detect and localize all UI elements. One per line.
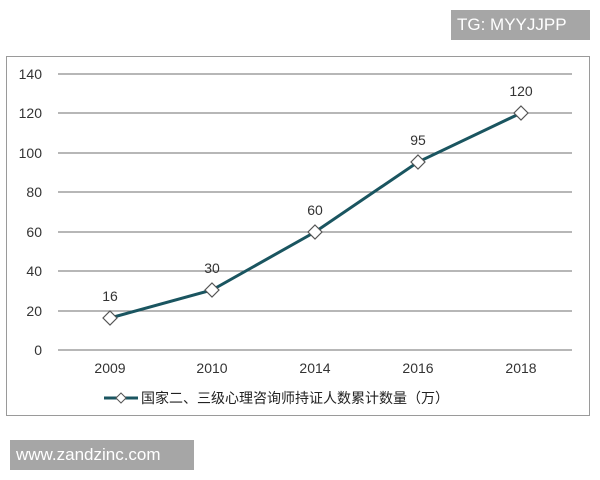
y-tick: 100 xyxy=(19,145,43,161)
y-axis-labels: 0 20 40 60 80 100 120 140 xyxy=(19,66,43,358)
x-tick: 2018 xyxy=(505,360,536,376)
y-tick: 60 xyxy=(26,224,42,240)
x-axis-labels: 2009 2010 2014 2016 2018 xyxy=(94,360,536,376)
diamond-marker-icon xyxy=(513,105,529,121)
diamond-marker-icon xyxy=(102,310,118,326)
y-tick: 140 xyxy=(19,66,43,82)
x-tick: 2016 xyxy=(402,360,433,376)
legend-diamond-icon xyxy=(115,392,127,404)
watermark-bottom: www.zandzinc.com xyxy=(10,440,194,470)
data-label: 60 xyxy=(307,202,323,218)
y-tick: 80 xyxy=(26,184,42,200)
diamond-marker-icon xyxy=(307,224,323,240)
legend-label: 国家二、三级心理咨询师持证人数累计数量（万） xyxy=(141,390,449,407)
data-label: 30 xyxy=(204,260,220,276)
x-tick: 2010 xyxy=(196,360,227,376)
series-markers xyxy=(102,105,529,326)
watermark-top: TG: MYYJJPP xyxy=(451,10,590,40)
data-labels: 16 30 60 95 120 xyxy=(102,83,533,304)
chart-frame xyxy=(6,56,590,416)
y-tick: 20 xyxy=(26,303,42,319)
y-tick: 0 xyxy=(34,342,42,358)
data-label: 120 xyxy=(509,83,533,99)
data-label: 16 xyxy=(102,288,118,304)
gridlines xyxy=(58,73,572,351)
legend: 国家二、三级心理咨询师持证人数累计数量（万） xyxy=(104,390,449,407)
x-tick: 2009 xyxy=(94,360,125,376)
y-tick: 40 xyxy=(26,263,42,279)
diamond-marker-icon xyxy=(410,154,426,170)
diamond-marker-icon xyxy=(204,282,220,298)
y-tick: 120 xyxy=(19,105,43,121)
data-label: 95 xyxy=(410,132,426,148)
x-tick: 2014 xyxy=(299,360,330,376)
